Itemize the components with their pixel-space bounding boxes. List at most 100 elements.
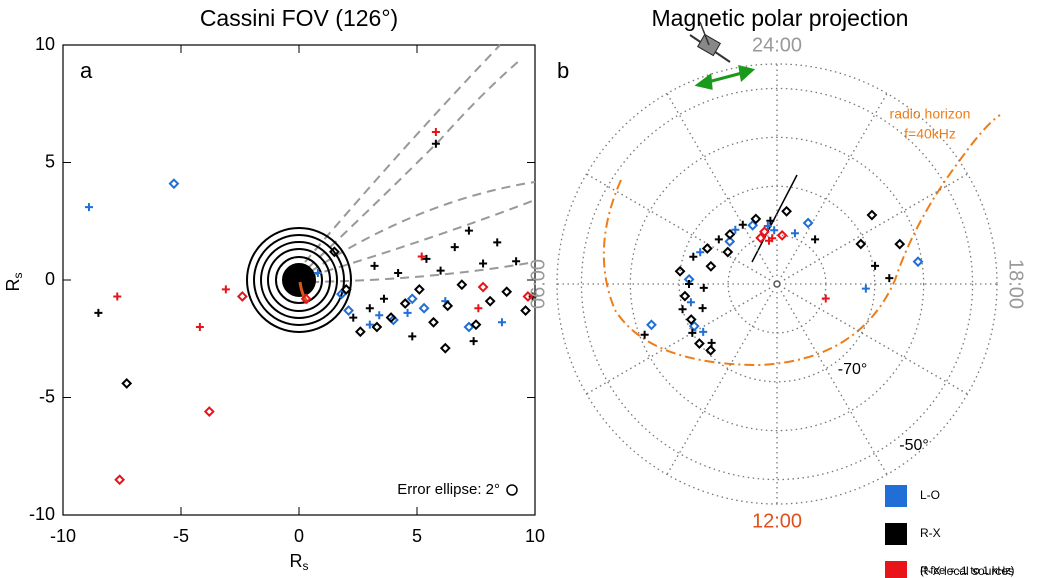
data-point xyxy=(811,235,820,244)
error-ellipse xyxy=(506,484,518,496)
data-point xyxy=(750,213,762,225)
data-point xyxy=(417,252,426,261)
data-point xyxy=(699,327,708,336)
data-point xyxy=(701,243,713,254)
grid-spoke xyxy=(780,93,888,278)
legend: L-O R-X R-X local sources(f-fce = -1 to 1 … xyxy=(885,485,1014,578)
theta-tick-label: 24:00 xyxy=(752,34,802,56)
data-point xyxy=(469,337,478,346)
legend-swatch xyxy=(885,561,907,578)
grid-ring xyxy=(678,185,876,383)
data-point xyxy=(696,248,705,257)
data-point xyxy=(790,229,799,238)
y-axis-label-main: R xyxy=(3,279,23,292)
data-point xyxy=(759,226,770,238)
data-point xyxy=(855,238,867,250)
theta-tick-label: 06:00 xyxy=(527,259,549,309)
panel-label: b xyxy=(557,58,569,83)
data-point xyxy=(464,226,473,235)
data-point xyxy=(885,274,894,283)
data-point xyxy=(385,312,397,324)
spacecraft xyxy=(689,21,731,63)
annotation: Error ellipse: 2° xyxy=(397,481,500,498)
legend-label: R-X local sources xyxy=(920,564,1014,578)
data-point xyxy=(354,326,366,338)
data-point xyxy=(688,320,700,332)
data-point xyxy=(456,279,468,291)
y-tick-label: -10 xyxy=(29,504,55,524)
legend-note: (f-fce = -1 to 1 kHz) xyxy=(920,565,1014,577)
x-axis-label: Rs xyxy=(290,551,309,573)
data-point xyxy=(763,222,772,231)
motion-arrow xyxy=(694,64,756,90)
data-point xyxy=(646,319,657,331)
data-point xyxy=(450,243,459,252)
theta-tick-label: 18:00 xyxy=(1005,259,1027,309)
data-point xyxy=(766,216,775,225)
data-point xyxy=(408,332,417,341)
data-point xyxy=(236,291,248,302)
r-tick-label: -50° xyxy=(899,437,929,454)
data-point xyxy=(195,323,204,331)
data-point xyxy=(422,254,431,263)
data-point xyxy=(336,288,347,300)
data-point xyxy=(781,205,792,217)
grid-spoke xyxy=(666,290,774,475)
data-point xyxy=(370,261,379,270)
data-point xyxy=(714,235,723,244)
y-axis-label-sub: s xyxy=(11,273,25,279)
data-point xyxy=(724,236,736,247)
grid-spoke xyxy=(783,287,968,395)
grid-spoke xyxy=(666,93,774,278)
x-tick-label: 10 xyxy=(525,526,545,546)
data-point xyxy=(802,217,814,229)
data-point xyxy=(406,293,418,305)
chart-title: Cassini FOV (126°) xyxy=(200,5,398,31)
data-point xyxy=(403,308,412,317)
data-point xyxy=(379,294,388,303)
data-point xyxy=(300,293,312,305)
data-point xyxy=(387,314,399,326)
x-tick-label: 0 xyxy=(294,526,304,546)
grid-ring xyxy=(580,87,974,481)
data-point xyxy=(640,330,649,339)
data-point xyxy=(512,257,521,266)
data-point xyxy=(399,298,411,309)
x-tick-label: -5 xyxy=(173,526,189,546)
chart-title: Magnetic polar projection xyxy=(652,5,909,31)
data-point xyxy=(685,314,697,325)
data-point xyxy=(343,305,354,316)
fov-lines xyxy=(304,44,536,283)
data-point xyxy=(413,283,425,295)
panel-label: a xyxy=(80,58,93,83)
radio-horizon xyxy=(602,114,1001,367)
data-point xyxy=(168,178,180,190)
data-point xyxy=(394,268,403,277)
x-tick-label: -10 xyxy=(50,526,76,546)
data-point xyxy=(94,308,103,317)
data-point xyxy=(764,236,773,245)
legend-swatch xyxy=(885,523,907,545)
legend-swatch xyxy=(885,485,907,507)
data-point xyxy=(436,266,445,275)
data-point xyxy=(501,286,513,298)
r-tick-label: -70° xyxy=(838,361,868,378)
data-point xyxy=(722,246,734,258)
data-point xyxy=(428,316,439,328)
data-point xyxy=(724,228,736,240)
data-point xyxy=(694,338,705,349)
data-point xyxy=(431,127,440,136)
legend-label: R-X xyxy=(920,526,941,540)
data-point xyxy=(349,313,358,322)
data-point xyxy=(474,304,483,313)
data-point xyxy=(84,203,93,212)
data-point xyxy=(821,294,830,303)
data-point xyxy=(371,321,383,333)
data-point xyxy=(463,321,475,333)
data-point xyxy=(375,311,384,320)
data-point xyxy=(871,261,880,270)
legend-label: L-O xyxy=(920,488,940,502)
data-point xyxy=(340,283,352,295)
data-point xyxy=(678,305,687,314)
